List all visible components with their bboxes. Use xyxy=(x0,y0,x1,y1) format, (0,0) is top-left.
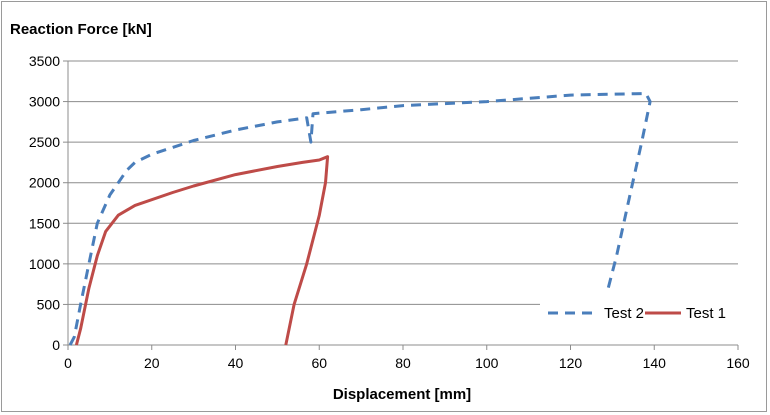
legend: Test 2 Test 1 xyxy=(540,296,740,330)
x-tick-label-80: 80 xyxy=(395,355,411,371)
grid-lines xyxy=(68,60,738,305)
y-tick-label-1000: 1000 xyxy=(29,256,60,272)
axes xyxy=(63,60,739,350)
series-line-test-1 xyxy=(74,155,330,346)
x-tick-label-20: 20 xyxy=(144,355,160,371)
y-tick-label-0: 0 xyxy=(52,337,60,353)
x-tick-labels: 0 20 40 60 80 100 120 140 160 xyxy=(64,355,750,371)
y-tick-label-1500: 1500 xyxy=(29,215,60,231)
series-line-test-2 xyxy=(68,92,652,346)
legend-label-test-2: Test 2 xyxy=(604,305,644,322)
x-tick-label-60: 60 xyxy=(311,355,327,371)
y-tick-label-3000: 3000 xyxy=(29,94,60,110)
y-tick-label-500: 500 xyxy=(37,296,61,312)
series-group xyxy=(68,92,652,346)
y-tick-label-3500: 3500 xyxy=(29,53,60,69)
y-tick-labels: 0 500 1000 1500 2000 2500 3000 3500 xyxy=(29,53,60,353)
y-tick-label-2000: 2000 xyxy=(29,175,60,191)
legend-label-test-1: Test 1 xyxy=(686,305,726,322)
x-tick-label-40: 40 xyxy=(228,355,244,371)
x-tick-label-140: 140 xyxy=(643,355,667,371)
x-tick-label-120: 120 xyxy=(559,355,583,371)
x-axis-title: Displacement [mm] xyxy=(333,386,471,403)
x-tick-label-100: 100 xyxy=(475,355,499,371)
x-tick-label-160: 160 xyxy=(726,355,750,371)
x-tick-label-0: 0 xyxy=(64,355,72,371)
y-tick-label-2500: 2500 xyxy=(29,134,60,150)
y-axis-title: Reaction Force [kN] xyxy=(10,21,152,38)
